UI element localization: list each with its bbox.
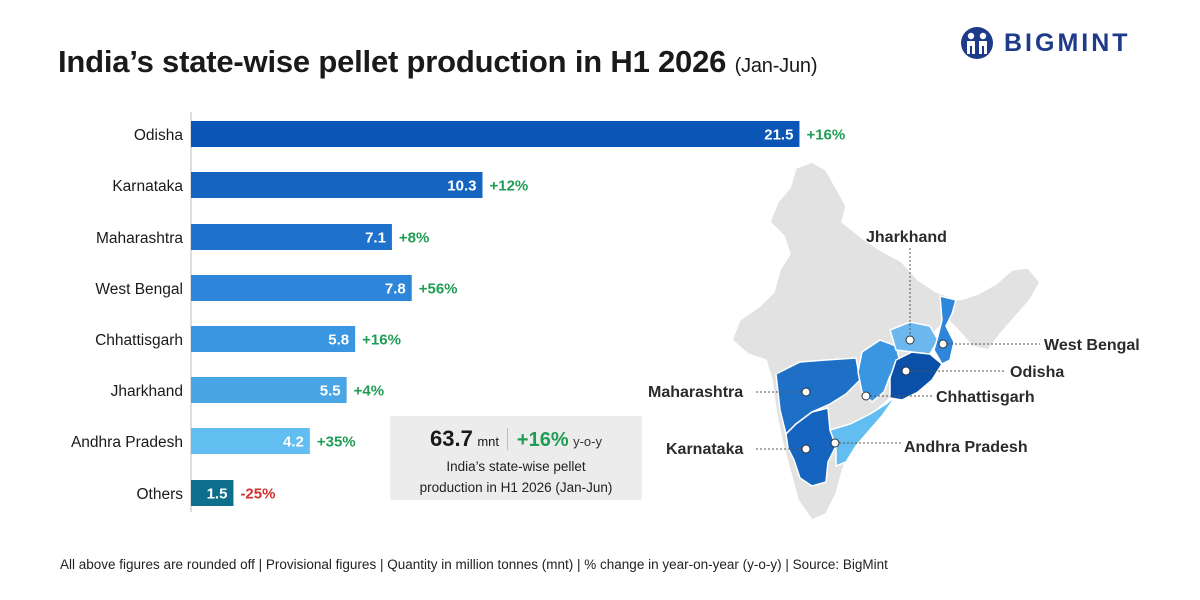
india-map-base	[731, 161, 1041, 521]
data-label: 7.1	[365, 230, 386, 247]
data-label: 5.8	[328, 332, 349, 349]
category-label: Odisha	[134, 127, 183, 144]
chart-title: India’s state-wise pellet production in …	[58, 44, 817, 80]
summary-total: 63.7	[430, 426, 473, 451]
brand-name: BIGMINT	[1004, 28, 1131, 57]
bar	[191, 224, 392, 250]
data-label: 4.2	[283, 434, 304, 451]
chart-title-main: India’s state-wise pellet production in …	[58, 44, 727, 79]
category-label: Andhra Pradesh	[71, 434, 183, 451]
bar	[191, 275, 412, 301]
summary-unit: mnt	[477, 434, 499, 449]
map-label-chhattisgarh: Chhattisgarh	[936, 389, 1035, 406]
summary-desc-line2: production in H1 2026 (Jan-Jun)	[419, 480, 613, 495]
data-label: 5.5	[320, 383, 341, 400]
map-label-west-bengal: West Bengal	[1044, 337, 1140, 354]
change-label: +12%	[489, 178, 528, 195]
chart-title-suffix: (Jan-Jun)	[734, 55, 818, 77]
bar	[191, 428, 310, 454]
change-label: +4%	[354, 383, 384, 400]
data-label: 7.8	[385, 281, 406, 298]
bigmint-logo-icon	[961, 27, 993, 59]
summary-change: +16%	[516, 429, 569, 451]
map-label-andhra-pradesh: Andhra Pradesh	[904, 439, 1028, 456]
change-label: +35%	[317, 434, 356, 451]
category-label: West Bengal	[95, 281, 183, 298]
bar	[191, 172, 483, 198]
data-label: 21.5	[764, 127, 793, 144]
map-region-chhattisgarh	[857, 339, 901, 404]
bar	[191, 121, 800, 147]
map-label-jharkhand: Jharkhand	[866, 229, 947, 246]
map-leader-lines	[756, 248, 1040, 450]
bar	[191, 480, 234, 506]
summary-change-label: y-o-y	[573, 434, 602, 449]
change-label: -25%	[240, 486, 275, 503]
category-label: Maharashtra	[96, 230, 183, 247]
map-region-maharashtra	[775, 357, 861, 436]
data-label: 10.3	[447, 178, 476, 195]
change-label: +16%	[806, 127, 845, 144]
map-label-maharashtra: Maharashtra	[648, 384, 743, 401]
map-region-andhra-pradesh	[829, 395, 897, 468]
bar	[191, 326, 356, 352]
map-label-odisha: Odisha	[1010, 364, 1064, 381]
category-label: Karnataka	[112, 178, 183, 195]
summary-divider	[507, 428, 509, 450]
brand-logo: BIGMINT	[958, 26, 1131, 60]
data-label: 1.5	[207, 486, 228, 503]
map-region-odisha	[889, 351, 943, 401]
summary-box: 63.7 mnt +16% y-o-y India’s state-wise p…	[390, 416, 642, 500]
change-label: +16%	[362, 332, 401, 349]
map-region-karnataka	[785, 407, 837, 487]
summary-desc-line1: India’s state-wise pellet	[446, 459, 586, 474]
change-label: +8%	[399, 230, 429, 247]
category-label: Chhattisgarh	[95, 332, 183, 349]
change-label: +56%	[419, 281, 458, 298]
map-label-karnataka: Karnataka	[666, 441, 743, 458]
footer-note: All above figures are rounded off | Prov…	[60, 557, 888, 572]
map-markers	[801, 335, 948, 454]
map-region-west-bengal	[933, 295, 957, 365]
category-label: Others	[136, 486, 183, 503]
bar	[191, 377, 347, 403]
category-label: Jharkhand	[111, 383, 183, 400]
